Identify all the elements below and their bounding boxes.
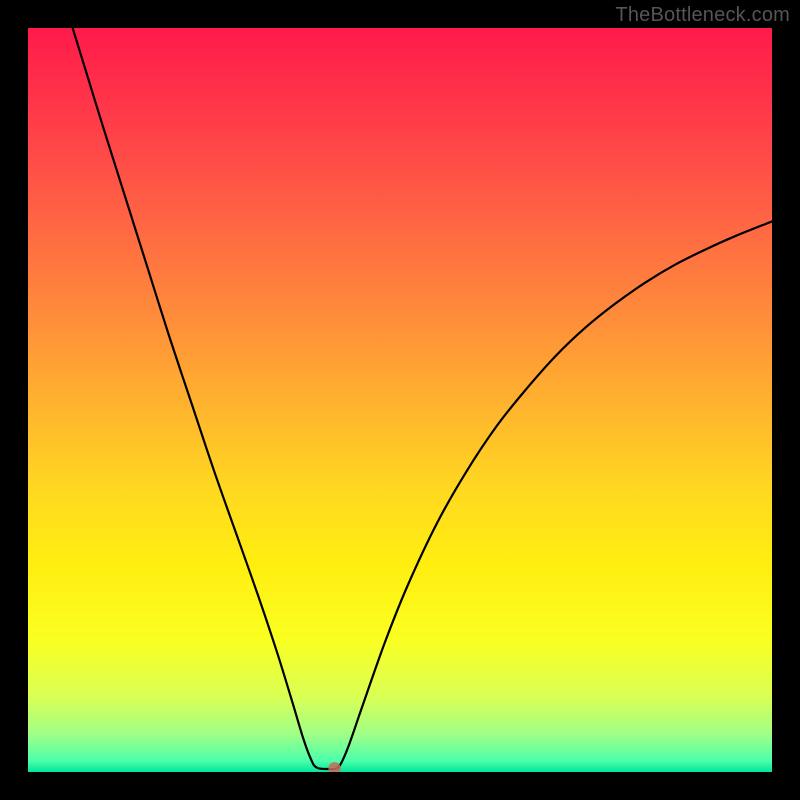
plot-area	[28, 28, 772, 772]
chart-svg	[28, 28, 772, 772]
gradient-background	[28, 28, 772, 772]
watermark-text: TheBottleneck.com	[615, 4, 790, 27]
